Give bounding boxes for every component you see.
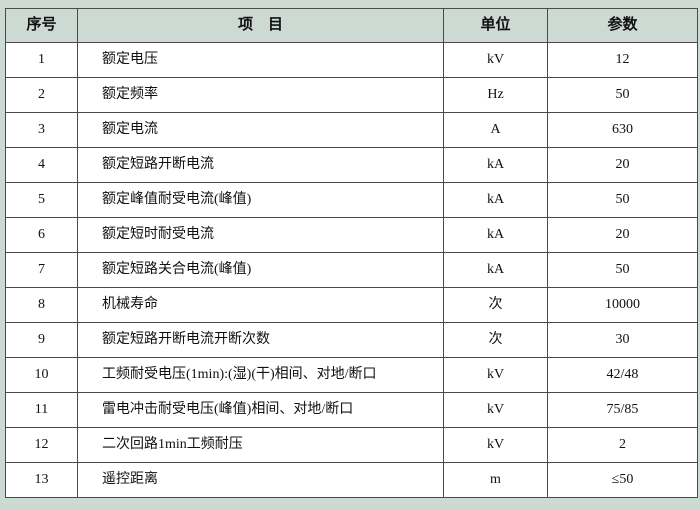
cell-no: 3 <box>5 112 78 148</box>
cell-value: 20 <box>547 147 698 183</box>
cell-unit: m <box>443 462 548 498</box>
cell-unit: kV <box>443 357 548 393</box>
col-header-value: 参数 <box>547 8 698 43</box>
cell-item: 二次回路1min工频耐压 <box>77 427 444 463</box>
cell-no: 7 <box>5 252 78 288</box>
cell-unit: kA <box>443 182 548 218</box>
col-header-no: 序号 <box>5 8 78 43</box>
table-row: 12 二次回路1min工频耐压 kV 2 <box>5 427 698 463</box>
table-row: 3 额定电流 A 630 <box>5 112 698 148</box>
cell-unit: kA <box>443 147 548 183</box>
cell-item: 雷电冲击耐受电压(峰值)相间、对地/断口 <box>77 392 444 428</box>
cell-unit: kV <box>443 42 548 78</box>
cell-no: 2 <box>5 77 78 113</box>
cell-unit: kV <box>443 427 548 463</box>
spec-table: 序号 项 目 单位 参数 1 额定电压 kV 12 2 额定频率 Hz 50 3… <box>5 8 698 498</box>
cell-no: 10 <box>5 357 78 393</box>
cell-value: 10000 <box>547 287 698 323</box>
cell-unit: kA <box>443 252 548 288</box>
cell-unit: kV <box>443 392 548 428</box>
cell-no: 12 <box>5 427 78 463</box>
cell-value: 50 <box>547 182 698 218</box>
cell-value: ≤50 <box>547 462 698 498</box>
cell-item: 工频耐受电压(1min):(湿)(干)相间、对地/断口 <box>77 357 444 393</box>
cell-item: 额定电流 <box>77 112 444 148</box>
col-header-unit: 单位 <box>443 8 548 43</box>
cell-item: 额定电压 <box>77 42 444 78</box>
cell-unit: kA <box>443 217 548 253</box>
cell-item: 额定短路开断电流开断次数 <box>77 322 444 358</box>
cell-value: 30 <box>547 322 698 358</box>
spec-table-container: 序号 项 目 单位 参数 1 额定电压 kV 12 2 额定频率 Hz 50 3… <box>5 8 698 498</box>
cell-unit: 次 <box>443 322 548 358</box>
table-row: 6 额定短时耐受电流 kA 20 <box>5 217 698 253</box>
cell-unit: A <box>443 112 548 148</box>
cell-no: 1 <box>5 42 78 78</box>
cell-value: 50 <box>547 77 698 113</box>
cell-value: 20 <box>547 217 698 253</box>
table-row: 5 额定峰值耐受电流(峰值) kA 50 <box>5 182 698 218</box>
cell-value: 2 <box>547 427 698 463</box>
table-row: 8 机械寿命 次 10000 <box>5 287 698 323</box>
cell-item: 机械寿命 <box>77 287 444 323</box>
cell-no: 6 <box>5 217 78 253</box>
cell-value: 12 <box>547 42 698 78</box>
table-row: 9 额定短路开断电流开断次数 次 30 <box>5 322 698 358</box>
cell-value: 75/85 <box>547 392 698 428</box>
cell-unit: 次 <box>443 287 548 323</box>
table-row: 10 工频耐受电压(1min):(湿)(干)相间、对地/断口 kV 42/48 <box>5 357 698 393</box>
cell-unit: Hz <box>443 77 548 113</box>
cell-value: 50 <box>547 252 698 288</box>
col-header-item: 项 目 <box>77 8 444 43</box>
table-header-row: 序号 项 目 单位 参数 <box>5 8 698 43</box>
table-row: 4 额定短路开断电流 kA 20 <box>5 147 698 183</box>
cell-no: 5 <box>5 182 78 218</box>
cell-no: 11 <box>5 392 78 428</box>
cell-value: 630 <box>547 112 698 148</box>
cell-item: 额定频率 <box>77 77 444 113</box>
cell-no: 13 <box>5 462 78 498</box>
cell-no: 4 <box>5 147 78 183</box>
cell-item: 额定短路开断电流 <box>77 147 444 183</box>
cell-item: 额定峰值耐受电流(峰值) <box>77 182 444 218</box>
table-row: 11 雷电冲击耐受电压(峰值)相间、对地/断口 kV 75/85 <box>5 392 698 428</box>
cell-item: 额定短时耐受电流 <box>77 217 444 253</box>
cell-no: 9 <box>5 322 78 358</box>
cell-item: 额定短路关合电流(峰值) <box>77 252 444 288</box>
cell-item: 遥控距离 <box>77 462 444 498</box>
table-row: 1 额定电压 kV 12 <box>5 42 698 78</box>
cell-value: 42/48 <box>547 357 698 393</box>
table-row: 13 遥控距离 m ≤50 <box>5 462 698 498</box>
cell-no: 8 <box>5 287 78 323</box>
table-row: 2 额定频率 Hz 50 <box>5 77 698 113</box>
table-row: 7 额定短路关合电流(峰值) kA 50 <box>5 252 698 288</box>
